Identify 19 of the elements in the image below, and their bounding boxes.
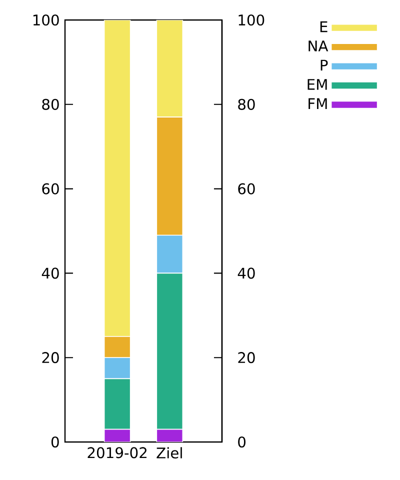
y-tick-label: 40 bbox=[42, 268, 59, 279]
y2-tick-label: 80 bbox=[238, 98, 255, 110]
y-tick-label: 60 bbox=[42, 183, 59, 194]
y-tick-label: 80 bbox=[42, 98, 59, 110]
y2-tick-label: 0 bbox=[238, 436, 246, 448]
x-tick-label: 2019-02 bbox=[88, 447, 146, 458]
legend-label: FM bbox=[308, 98, 327, 109]
legend-label: NA bbox=[308, 40, 328, 52]
y2-tick-label: 20 bbox=[238, 352, 255, 364]
y-tick-label: 100 bbox=[33, 14, 59, 26]
y-tick-label: 20 bbox=[42, 352, 59, 364]
y2-tick-label: 40 bbox=[238, 268, 255, 279]
y-tick-label: 0 bbox=[51, 436, 59, 448]
legend-label: EM bbox=[308, 79, 327, 90]
y2-tick-label: 100 bbox=[238, 14, 264, 26]
x-tick-label: Ziel bbox=[156, 447, 182, 458]
legend-label: P bbox=[320, 60, 328, 71]
legend-label: E bbox=[320, 21, 328, 32]
y2-tick-label: 60 bbox=[238, 183, 255, 194]
